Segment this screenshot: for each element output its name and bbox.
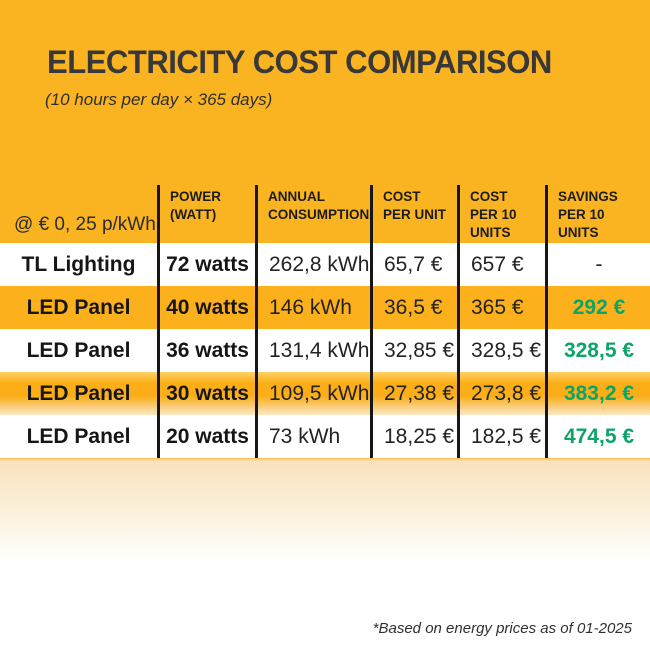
row-cost-unit: 36,5 €	[370, 286, 457, 329]
row-cost-10: 657 €	[457, 243, 545, 286]
row-annual: 131,4 kWh	[255, 329, 370, 372]
row-cost-unit: 65,7 €	[370, 243, 457, 286]
row-power: 30 watts	[157, 372, 255, 415]
table-row-led-30w: LED Panel 30 watts 109,5 kWh 27,38 € 273…	[0, 372, 650, 415]
row-name: LED Panel	[26, 338, 131, 362]
row-cost-unit: 27,38 €	[370, 372, 457, 415]
row-name: LED Panel	[26, 381, 131, 405]
table-row-led-40w: LED Panel 40 watts 146 kWh 36,5 € 365 € …	[0, 286, 650, 329]
row-power: 72 watts	[157, 243, 255, 286]
row-cost-unit: 18,25 €	[370, 415, 457, 458]
row-cost-10: 365 €	[457, 286, 545, 329]
row-annual: 73 kWh	[255, 415, 370, 458]
row-annual: 146 kWh	[255, 286, 370, 329]
table-header-row: @ € 0, 25 p/kWh POWER (WATT) ANNUAL CONS…	[0, 185, 650, 243]
row-name: TL Lighting	[21, 252, 136, 276]
row-name: LED Panel	[26, 424, 131, 448]
row-power: 20 watts	[157, 415, 255, 458]
row-annual: 262,8 kWh	[255, 243, 370, 286]
row-savings: 328,5 €	[545, 329, 650, 372]
row-savings: 474,5 €	[545, 415, 650, 458]
column-header-power: POWER (WATT)	[157, 185, 255, 243]
row-cost-10: 273,8 €	[457, 372, 545, 415]
row-cost-10: 328,5 €	[457, 329, 545, 372]
column-header-savings-per-10-units: SAVINGS PER 10 UNITS	[545, 185, 650, 243]
row-power: 40 watts	[157, 286, 255, 329]
column-header-cost-per-unit: COST PER UNIT	[370, 185, 457, 243]
row-cost-10: 182,5 €	[457, 415, 545, 458]
row-cost-unit: 32,85 €	[370, 329, 457, 372]
price-rate-label: @ € 0, 25 p/kWh	[14, 214, 156, 235]
table-row-tl-lighting: TL Lighting 72 watts 262,8 kWh 65,7 € 65…	[0, 243, 650, 286]
column-header-cost-per-10-units: COST PER 10 UNITS	[457, 185, 545, 243]
row-savings: 383,2 €	[545, 372, 650, 415]
row-savings: -	[545, 243, 650, 286]
table-row-led-36w: LED Panel 36 watts 131,4 kWh 32,85 € 328…	[0, 329, 650, 372]
comparison-table: @ € 0, 25 p/kWh POWER (WATT) ANNUAL CONS…	[0, 185, 650, 458]
table-row-led-20w: LED Panel 20 watts 73 kWh 18,25 € 182,5 …	[0, 415, 650, 458]
row-power: 36 watts	[157, 329, 255, 372]
page-subtitle: (10 hours per day × 365 days)	[45, 90, 273, 109]
row-name: LED Panel	[26, 295, 131, 319]
row-annual: 109,5 kWh	[255, 372, 370, 415]
column-header-annual-consumption: ANNUAL CONSUMPTION	[255, 185, 370, 243]
price-basis-footnote: *Based on energy prices as of 01-2025	[372, 620, 632, 637]
page-title: ELECTRICITY COST COMPARISON	[47, 44, 552, 80]
row-savings: 292 €	[545, 286, 650, 329]
